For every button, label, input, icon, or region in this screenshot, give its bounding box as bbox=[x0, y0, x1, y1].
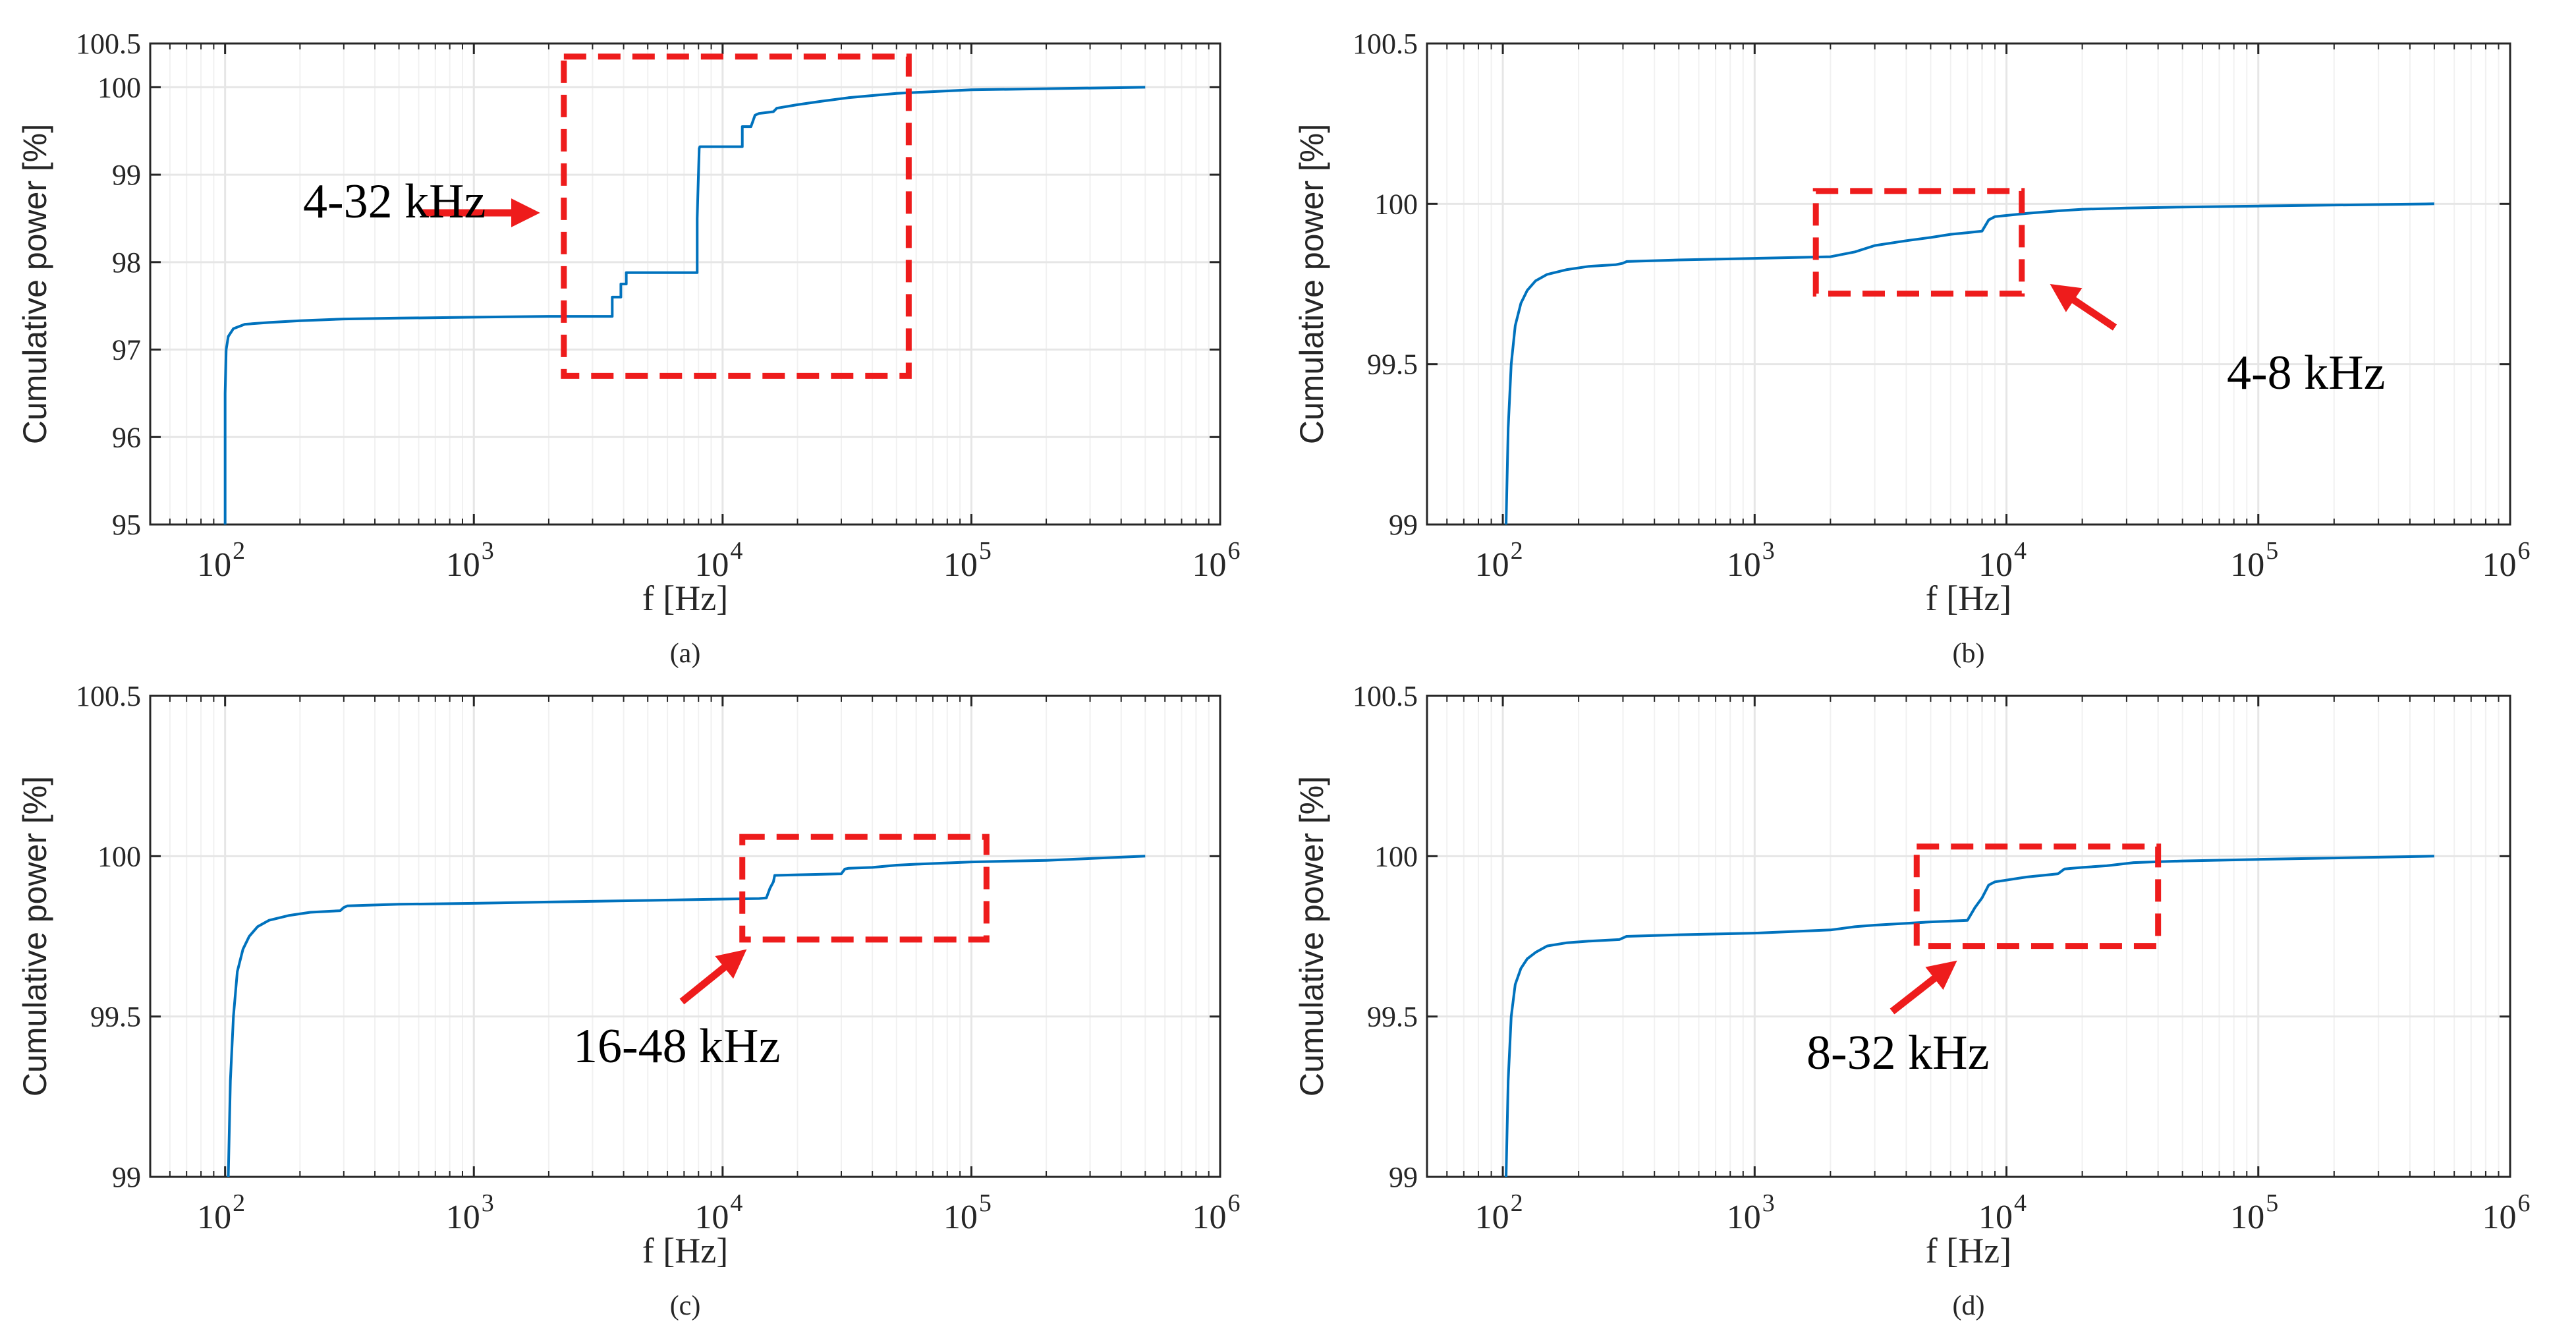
x-tick-exponent: 6 bbox=[2518, 537, 2531, 565]
y-tick-label: 99 bbox=[112, 1161, 141, 1193]
x-tick-label: 102 bbox=[1475, 1189, 1523, 1236]
y-tick-label: 99.5 bbox=[90, 1001, 141, 1033]
x-tick-exponent: 3 bbox=[1762, 537, 1775, 565]
x-tick-exponent: 2 bbox=[233, 1189, 245, 1217]
x-tick-label: 106 bbox=[1192, 537, 1241, 584]
y-tick-label: 100.5 bbox=[1353, 680, 1418, 712]
y-axis-label: Cumulative power [%] bbox=[1293, 124, 1330, 444]
x-tick-label: 102 bbox=[197, 1189, 245, 1236]
y-tick-label: 99.5 bbox=[1367, 349, 1418, 381]
y-tick-label: 100.5 bbox=[1353, 28, 1418, 60]
y-tick-label: 99 bbox=[1389, 509, 1418, 541]
series-line bbox=[1505, 855, 2434, 1178]
x-tick-label: 104 bbox=[1978, 1189, 2027, 1236]
y-tick-label: 99.5 bbox=[1367, 1001, 1418, 1033]
x-tick-exponent: 5 bbox=[979, 1189, 992, 1217]
x-tick-label: 105 bbox=[943, 1189, 992, 1236]
x-axis-label: f [Hz] bbox=[1926, 579, 2011, 618]
x-tick-exponent: 2 bbox=[1511, 537, 1523, 565]
y-tick-label: 100 bbox=[98, 840, 141, 872]
x-tick-label: 103 bbox=[446, 1189, 494, 1236]
plot-area bbox=[1427, 43, 2510, 525]
highlight-box bbox=[739, 834, 990, 943]
x-tick-label: 106 bbox=[2482, 537, 2531, 584]
x-tick-exponent: 4 bbox=[730, 1189, 742, 1217]
panel-caption: (c) bbox=[670, 1291, 701, 1321]
panel-caption: (a) bbox=[670, 639, 701, 669]
x-tick-label: 103 bbox=[1727, 537, 1775, 584]
x-tick-label: 102 bbox=[1475, 537, 1523, 584]
x-tick-exponent: 6 bbox=[1228, 537, 1241, 565]
panel-caption: (b) bbox=[1953, 639, 1985, 669]
axes-box bbox=[149, 42, 1221, 526]
x-tick-exponent: 6 bbox=[2518, 1189, 2531, 1217]
y-axis-label: Cumulative power [%] bbox=[16, 776, 53, 1096]
panel-c: 102 103 104 105 106 99 99.5 100 100.5 16-48 kHz Cu… bbox=[16, 680, 1241, 1321]
x-tick-label: 104 bbox=[694, 537, 742, 584]
plot-area bbox=[150, 696, 1220, 1177]
x-tick-exponent: 5 bbox=[979, 537, 992, 565]
series-line bbox=[227, 855, 1146, 1178]
x-tick-label: 106 bbox=[2482, 1189, 2531, 1236]
y-tick-label: 99 bbox=[112, 159, 141, 191]
x-tick-label: 105 bbox=[2230, 537, 2278, 584]
axes-box bbox=[1426, 695, 2511, 1178]
y-tick-label: 100 bbox=[98, 71, 141, 103]
x-tick-exponent: 4 bbox=[2014, 537, 2027, 565]
y-tick-label: 96 bbox=[112, 421, 141, 453]
y-tick-label: 98 bbox=[112, 246, 141, 279]
annotation-arrow bbox=[1890, 960, 1957, 1015]
axes-box bbox=[149, 695, 1221, 1178]
x-tick-label: 105 bbox=[943, 537, 992, 584]
plot-area bbox=[1427, 696, 2510, 1177]
x-tick-exponent: 5 bbox=[2266, 537, 2278, 565]
x-axis-label: f [Hz] bbox=[642, 1231, 728, 1270]
annotation-arrow bbox=[679, 949, 747, 1005]
plot-area bbox=[150, 43, 1220, 525]
x-tick-exponent: 3 bbox=[482, 1189, 494, 1217]
x-tick-label: 104 bbox=[1978, 537, 2027, 584]
x-tick-exponent: 3 bbox=[482, 537, 494, 565]
highlight-box bbox=[1812, 188, 2025, 297]
y-tick-label: 100 bbox=[1374, 840, 1418, 872]
panel-b: 102 103 104 105 106 99 99.5 100 100.5 4-8 kHz Cumu… bbox=[1293, 28, 2531, 669]
annotation-label: 4-32 kHz bbox=[303, 175, 486, 229]
y-tick-label: 99 bbox=[1389, 1161, 1418, 1193]
annotation-label: 8-32 kHz bbox=[1806, 1026, 1989, 1080]
x-tick-label: 106 bbox=[1192, 1189, 1241, 1236]
y-tick-label: 100.5 bbox=[76, 680, 141, 712]
x-tick-label: 102 bbox=[197, 537, 245, 584]
y-tick-label: 100 bbox=[1374, 188, 1418, 220]
y-tick-label: 100.5 bbox=[76, 28, 141, 60]
x-tick-exponent: 5 bbox=[2266, 1189, 2278, 1217]
panel-d: 102 103 104 105 106 99 99.5 100 100.5 8-32 kHz Cum… bbox=[1293, 680, 2531, 1321]
x-tick-exponent: 6 bbox=[1228, 1189, 1241, 1217]
y-axis-label: Cumulative power [%] bbox=[1293, 776, 1330, 1096]
y-tick-label: 95 bbox=[112, 509, 141, 541]
panel-caption: (d) bbox=[1953, 1291, 1985, 1321]
series-line bbox=[223, 86, 1146, 525]
y-tick-label: 97 bbox=[112, 334, 141, 366]
x-tick-exponent: 4 bbox=[730, 537, 742, 565]
axes-box bbox=[1426, 42, 2511, 526]
x-tick-label: 105 bbox=[2230, 1189, 2278, 1236]
x-tick-exponent: 3 bbox=[1762, 1189, 1775, 1217]
x-tick-label: 104 bbox=[694, 1189, 742, 1236]
highlight-box bbox=[561, 53, 912, 379]
x-tick-exponent: 4 bbox=[2014, 1189, 2027, 1217]
panel-a: 102 103 104 105 106 95 96 97 98 99 100 100.5 4-32 kH… bbox=[16, 28, 1241, 669]
highlight-box bbox=[1913, 843, 2162, 950]
annotation-label: 16-48 kHz bbox=[573, 1019, 780, 1073]
y-axis-label: Cumulative power [%] bbox=[16, 124, 53, 444]
x-tick-label: 103 bbox=[1727, 1189, 1775, 1236]
annotation-label: 4-8 kHz bbox=[2227, 346, 2385, 400]
x-axis-label: f [Hz] bbox=[1926, 1231, 2011, 1270]
x-tick-exponent: 2 bbox=[1511, 1189, 1523, 1217]
x-tick-label: 103 bbox=[446, 537, 494, 584]
x-axis-label: f [Hz] bbox=[642, 579, 728, 618]
x-tick-exponent: 2 bbox=[233, 537, 245, 565]
series-line bbox=[1505, 202, 2434, 525]
annotation-arrow bbox=[2050, 283, 2117, 331]
